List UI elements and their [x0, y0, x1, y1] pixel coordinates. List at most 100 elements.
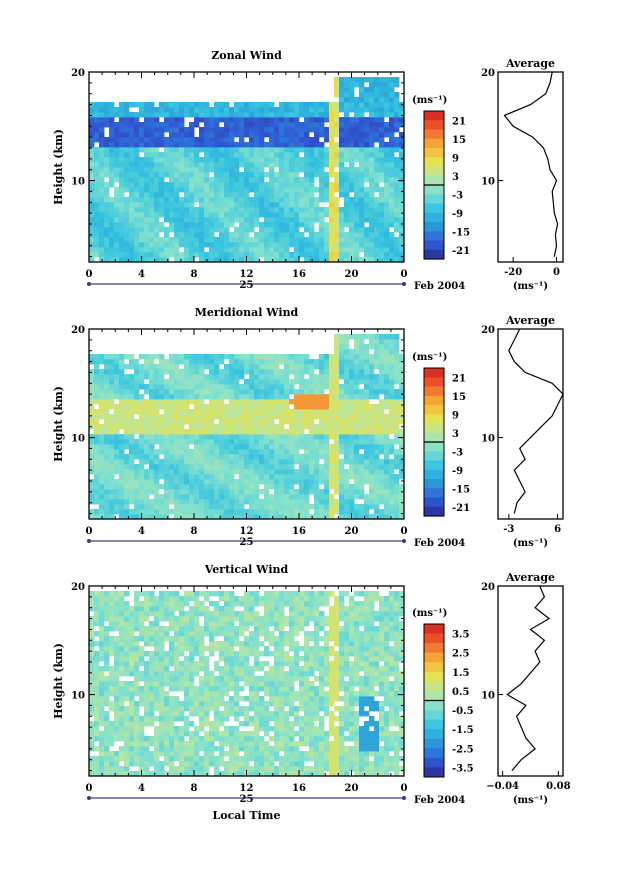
- heatmap-cell: [384, 187, 390, 193]
- heatmap-cell: [174, 172, 180, 178]
- heatmap-cell: [379, 192, 385, 198]
- heatmap-cell: [99, 756, 105, 762]
- heatmap-cell: [89, 354, 95, 360]
- heatmap-cell: [364, 152, 370, 158]
- heatmap-cell: [119, 706, 125, 712]
- heatmap-cell: [329, 384, 335, 390]
- heatmap-cell: [169, 187, 175, 193]
- heatmap-cell: [144, 696, 150, 702]
- heatmap-cell: [154, 626, 160, 632]
- heatmap-cell: [144, 147, 150, 153]
- heatmap-cell: [104, 484, 110, 490]
- heatmap-cell: [294, 147, 300, 153]
- heatmap-cell: [99, 706, 105, 712]
- heatmap-cell: [154, 132, 160, 138]
- heatmap-cell: [334, 434, 340, 440]
- heatmap-cell: [354, 192, 360, 198]
- heatmap-cell: [294, 222, 300, 228]
- heatmap-cell: [264, 127, 270, 133]
- heatmap-cell: [94, 611, 100, 617]
- heatmap-cell: [304, 354, 310, 360]
- heatmap-cell: [144, 591, 150, 597]
- heatmap-cell: [364, 237, 370, 243]
- heatmap-cell: [99, 591, 105, 597]
- x-tick-label: 0: [86, 526, 93, 537]
- heatmap-cell: [289, 172, 295, 178]
- heatmap-cell: [334, 217, 340, 223]
- heatmap-cell: [89, 499, 95, 505]
- heatmap-cell: [339, 217, 345, 223]
- heatmap-cell: [239, 132, 245, 138]
- heatmap-cell: [344, 212, 350, 218]
- heatmap-cell: [219, 257, 225, 263]
- heatmap-cell: [109, 242, 115, 248]
- heatmap-cell: [384, 82, 390, 88]
- heatmap-cell: [109, 389, 115, 395]
- heatmap-cell: [264, 364, 270, 370]
- heatmap-cell: [374, 424, 380, 430]
- heatmap-cell: [144, 107, 150, 113]
- heatmap-cell: [234, 494, 240, 500]
- heatmap-cell: [309, 187, 315, 193]
- heatmap-cell: [234, 132, 240, 138]
- heatmap-cell: [194, 187, 200, 193]
- heatmap-cell: [94, 474, 100, 480]
- heatmap-cell: [219, 252, 225, 258]
- heatmap-cell: [214, 504, 220, 510]
- heatmap-cell: [219, 217, 225, 223]
- heatmap-cell: [144, 751, 150, 757]
- heatmap-cell: [349, 504, 355, 510]
- heatmap-cell: [109, 132, 115, 138]
- heatmap-cell: [304, 117, 310, 123]
- heatmap-cell: [269, 374, 275, 380]
- heatmap-cell: [139, 137, 145, 143]
- heatmap-cell: [134, 626, 140, 632]
- heatmap-cell: [309, 202, 315, 208]
- heatmap-cell: [169, 242, 175, 248]
- heatmap-cell: [104, 751, 110, 757]
- heatmap-cell: [379, 87, 385, 93]
- heatmap-cell: [379, 217, 385, 223]
- heatmap-cell: [109, 227, 115, 233]
- heatmap-cell: [389, 97, 395, 103]
- heatmap-cell: [109, 217, 115, 223]
- heatmap-cell: [284, 514, 290, 520]
- heatmap-cell: [164, 394, 170, 400]
- heatmap-cell: [379, 132, 385, 138]
- heatmap-cell: [134, 399, 140, 405]
- heatmap-cell: [234, 464, 240, 470]
- heatmap-cell: [149, 656, 155, 662]
- heatmap-cell: [319, 152, 325, 158]
- heatmap-cell: [104, 242, 110, 248]
- heatmap-cell: [254, 454, 260, 460]
- heatmap-cell: [324, 439, 330, 445]
- heatmap-cell: [199, 504, 205, 510]
- heatmap-cell: [394, 137, 400, 143]
- heatmap-cell: [279, 142, 285, 148]
- heatmap-cell: [319, 177, 325, 183]
- heatmap-cell: [384, 469, 390, 475]
- heatmap-cell: [129, 227, 135, 233]
- heatmap-cell: [334, 232, 340, 238]
- heatmap-cell: [359, 494, 365, 500]
- heatmap-cell: [159, 636, 165, 642]
- heatmap-cell: [394, 142, 400, 148]
- heatmap-cell: [234, 202, 240, 208]
- heatmap-cell: [399, 444, 405, 450]
- heatmap-cell: [104, 691, 110, 697]
- heatmap-cell: [129, 681, 135, 687]
- heatmap-cell: [204, 394, 210, 400]
- heatmap-cell: [144, 409, 150, 415]
- heatmap-cell: [144, 606, 150, 612]
- heatmap-cell: [374, 469, 380, 475]
- heatmap-cell: [254, 197, 260, 203]
- heatmap-cell: [204, 494, 210, 500]
- heatmap-cell: [154, 686, 160, 692]
- heatmap-cell: [244, 227, 250, 233]
- heatmap-cell: [364, 172, 370, 178]
- heatmap-cell: [109, 157, 115, 163]
- heatmap-cell: [209, 504, 215, 510]
- heatmap-cell: [189, 389, 195, 395]
- heatmap-cell: [189, 429, 195, 435]
- heatmap-cell: [249, 399, 255, 405]
